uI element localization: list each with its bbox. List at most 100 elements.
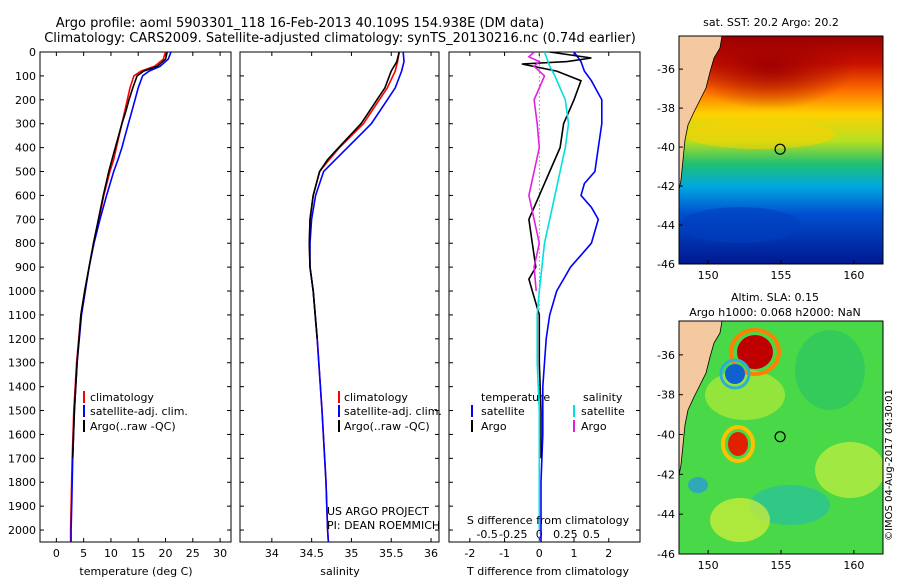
map-y-tick-label: -42 (657, 180, 675, 193)
top-x-tick-label: -0.5 (476, 528, 497, 541)
difference-panel: -2 -1 0 1 2 -0.5 -0.25 0 0.25 0.5 temperature sal… (448, 51, 641, 578)
salinity-lines (308, 52, 405, 542)
imos-watermark: ©IMOS 04-Aug-2017 04:30:01 (884, 389, 895, 541)
legend-sal-argo-swatch (573, 420, 575, 432)
legend-temp-argo-label: Argo (481, 420, 507, 433)
legend-sal-argo-label: Argo (581, 420, 607, 433)
legend-satellite-swatch (83, 405, 85, 417)
x-tick-label: 15 (131, 547, 145, 560)
series-line-argo-raw-qc- (71, 52, 168, 459)
sla-eddy-warm-ring (721, 425, 755, 463)
depth-tick-label: 500 (15, 166, 36, 179)
map-y-tick-label: -40 (657, 429, 675, 442)
salinity-x-label: salinity (320, 565, 360, 578)
legend-satellite-swatch (338, 405, 340, 417)
depth-tick-label: 1900 (8, 500, 36, 513)
sst-cold-tongue (680, 207, 800, 243)
figure-title-line2: Climatology: CARS2009. Satellite-adjuste… (44, 31, 636, 46)
sst-warm-tongue (685, 121, 835, 149)
map-x-tick-label: 150 (698, 269, 719, 282)
series-line-salinity-satellite (536, 52, 570, 530)
sla-map-axes: 150 155 160 -36 -38 -40 -42 -44 -46 (657, 349, 864, 572)
depth-tick-label: 1100 (8, 309, 36, 322)
sla-patch (705, 370, 785, 420)
legend-argo-label: Argo(..raw -QC) (90, 420, 176, 433)
legend-temp-satellite-swatch (471, 405, 473, 417)
map-x-tick-label: 155 (771, 559, 792, 572)
x-tick-label: 1 (571, 547, 578, 560)
sst-map-title: sat. SST: 20.2 Argo: 20.2 (703, 16, 839, 29)
series-line-temperature-satellite (540, 52, 603, 542)
sla-eddy-low (725, 364, 745, 384)
x-tick-label: -2 (464, 547, 475, 560)
map-y-tick-label: -40 (657, 141, 675, 154)
temperature-axes: 0100200300400500600700800900100011001200… (8, 46, 231, 560)
x-tick-label: 0 (53, 547, 60, 560)
depth-tick-label: 1700 (8, 452, 36, 465)
depth-tick-label: 300 (15, 118, 36, 131)
temperature-legend: climatology satellite-adj. clim. Argo(..… (83, 391, 188, 433)
x-tick-label: 5 (80, 547, 87, 560)
temperature-plot-frame (39, 51, 232, 543)
depth-tick-label: 800 (15, 237, 36, 250)
temperature-x-label: temperature (deg C) (79, 565, 192, 578)
legend-temp-satellite-label: satellite (481, 405, 525, 418)
sla-eddy-cool (688, 477, 708, 493)
sla-eddy-high (737, 335, 773, 369)
top-x-tick-label: 0.5 (583, 528, 601, 541)
map-x-tick-label: 150 (698, 559, 719, 572)
x-tick-label: 34.5 (299, 547, 324, 560)
depth-tick-label: 1000 (8, 285, 36, 298)
salinity-panel: 34 34.5 35 35.5 36 climatology satellite-adj… (239, 51, 442, 578)
depth-tick-label: 1500 (8, 405, 36, 418)
salinity-legend: climatology satellite-adj. clim. Argo(..… (338, 391, 442, 433)
principal-investigator: PI: DEAN ROEMMICH (327, 519, 440, 532)
series-line-argo-raw-qc- (308, 52, 400, 339)
series-line-salinity-argo (527, 52, 546, 292)
legend-temperature-title: temperature (481, 391, 550, 404)
sla-patch (750, 485, 830, 525)
depth-tick-label: 1600 (8, 428, 36, 441)
x-tick-label: 35 (344, 547, 358, 560)
s-difference-label: S difference from climatology (467, 514, 630, 527)
legend-climatology-label: climatology (90, 391, 154, 404)
t-difference-label: T difference from climatology (466, 565, 629, 578)
depth-tick-label: 100 (15, 70, 36, 83)
difference-legend: temperature salinity satellite Argo sate… (471, 391, 625, 433)
map-x-tick-label: 155 (771, 269, 792, 282)
top-x-tick-label: -0.25 (499, 528, 527, 541)
legend-climatology-label: climatology (344, 391, 408, 404)
sla-eddy-low-ring (719, 358, 751, 390)
x-tick-label: 34 (265, 547, 279, 560)
legend-climatology-swatch (83, 391, 85, 403)
difference-plot-frame (448, 51, 641, 543)
depth-tick-label: 1200 (8, 333, 36, 346)
x-tick-label: 10 (104, 547, 118, 560)
x-tick-label: 2 (605, 547, 612, 560)
map-x-tick-label: 160 (843, 269, 864, 282)
x-tick-label: 30 (213, 547, 227, 560)
argo-position-marker (774, 431, 786, 443)
x-tick-label: 25 (186, 547, 200, 560)
x-tick-label: 36 (424, 547, 438, 560)
depth-tick-label: 1800 (8, 476, 36, 489)
sla-map: Altim. SLA: 0.15 Argo h1000: 0.068 h2000… (657, 291, 884, 572)
map-y-tick-label: -46 (657, 548, 675, 561)
depth-tick-label: 1400 (8, 381, 36, 394)
depth-tick-label: 400 (15, 142, 36, 155)
map-y-tick-label: -42 (657, 468, 675, 481)
legend-temp-argo-swatch (471, 420, 473, 432)
sla-patch (795, 330, 865, 410)
map-y-tick-label: -38 (657, 102, 675, 115)
legend-satellite-label: satellite-adj. clim. (90, 405, 188, 418)
x-tick-label: 35.5 (379, 547, 404, 560)
top-x-tick-label: 0.25 (553, 528, 578, 541)
depth-tick-label: 900 (15, 261, 36, 274)
sla-eddy-high-ring (729, 328, 781, 376)
sla-map-title: Altim. SLA: 0.15 (731, 291, 819, 304)
depth-tick-label: 0 (29, 46, 36, 59)
x-tick-label: 0 (536, 547, 543, 560)
x-tick-label: -1 (499, 547, 510, 560)
salinity-axes: 34 34.5 35 35.5 36 (240, 51, 439, 560)
